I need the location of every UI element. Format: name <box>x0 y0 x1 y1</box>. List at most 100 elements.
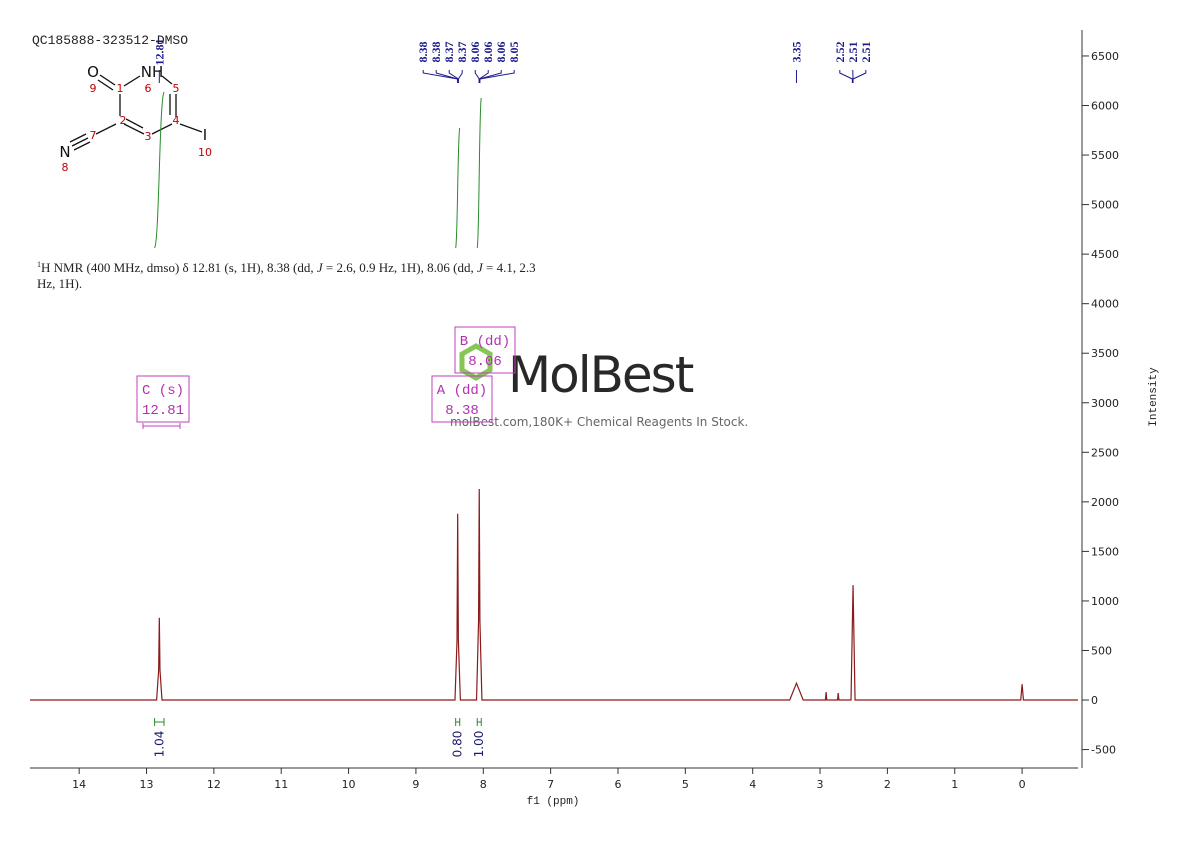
atom-number: 8 <box>62 161 69 174</box>
bond <box>95 123 117 135</box>
y-tick-label: 5000 <box>1091 199 1119 212</box>
y-tick-label: 6000 <box>1091 100 1119 113</box>
y-tick-label: 4500 <box>1091 248 1119 261</box>
x-tick-label: 0 <box>1019 778 1026 791</box>
peak-connector <box>478 70 502 83</box>
x-tick-label: 2 <box>884 778 891 791</box>
x-tick-label: 4 <box>749 778 756 791</box>
description-text: = 2.6, 0.9 Hz, 1H), 8.06 (dd, <box>323 260 477 275</box>
bond <box>99 74 116 86</box>
integral-label: 0.80 <box>451 731 465 758</box>
description-text: J <box>477 260 484 275</box>
bond <box>73 141 91 151</box>
peak-connector <box>479 70 515 83</box>
atom: NH <box>141 63 164 81</box>
bond <box>125 118 144 129</box>
integral-curve <box>154 91 165 249</box>
multiplet-box <box>431 375 493 423</box>
atom-number: 5 <box>173 82 180 95</box>
description-text: = 4.1, 2.3 <box>483 260 536 275</box>
multiplet-shift: 12.81 <box>142 403 184 419</box>
y-tick-label: 0 <box>1091 694 1098 707</box>
watermark-tagline: molBest.com,180K+ Chemical Reagents In S… <box>450 415 748 429</box>
superscript: 1 <box>37 260 41 269</box>
y-tick-label: 2500 <box>1091 446 1119 459</box>
description: 1H NMR (400 MHz, dmso) δ 12.81 (s, 1H), … <box>37 260 536 275</box>
integral-bracket <box>455 718 461 726</box>
watermark-logo <box>459 343 493 381</box>
peak-label: 8.06 <box>481 42 495 63</box>
bond <box>97 79 114 91</box>
peak-label: 8.38 <box>416 42 430 63</box>
x-tick-label: 7 <box>547 778 554 791</box>
peak-label: 12.81 <box>152 39 166 66</box>
x-tick-label: 8 <box>480 778 487 791</box>
peak-label: 8.38 <box>429 42 443 63</box>
peak-connector <box>852 70 867 83</box>
peak-connector <box>474 70 480 83</box>
x-axis-title: f1 (ppm) <box>527 796 580 808</box>
atom: I <box>203 126 207 144</box>
multiplet-box <box>136 375 190 423</box>
description-text: H NMR (400 MHz, dmso) δ 12.81 (s, 1H), 8… <box>41 260 317 275</box>
atom: O <box>87 63 99 81</box>
y-tick-label: 4000 <box>1091 298 1119 311</box>
peak-connector <box>435 70 459 83</box>
bond <box>151 123 173 135</box>
atom-number: 1 <box>117 82 124 95</box>
multiplet-shift: 8.06 <box>468 354 502 370</box>
bond <box>123 123 145 135</box>
bond <box>71 137 89 147</box>
integral-bracket <box>476 718 482 726</box>
atom-number: 10 <box>198 146 212 159</box>
multiplet-name: B (dd) <box>460 334 510 350</box>
multiplet-name: A (dd) <box>437 383 487 399</box>
description-text: J <box>317 260 324 275</box>
atom-number: 2 <box>120 114 127 127</box>
y-tick-label: 1500 <box>1091 545 1119 558</box>
atom-number: 9 <box>90 82 97 95</box>
x-tick-label: 9 <box>412 778 419 791</box>
bond <box>161 75 173 85</box>
peak-connector <box>457 70 463 83</box>
bond <box>123 75 141 87</box>
description-text: Hz, 1H). <box>37 276 82 291</box>
watermark-brand: MolBest <box>508 346 694 404</box>
y-tick-label: 1000 <box>1091 595 1119 608</box>
x-tick-label: 10 <box>342 778 356 791</box>
peak-label: 8.06 <box>494 42 508 63</box>
y-tick-label: 500 <box>1091 644 1112 657</box>
sample-title: QC185888-323512-DMSO <box>32 33 188 48</box>
integral-label: 1.00 <box>472 731 486 758</box>
y-tick-label: -500 <box>1091 744 1116 757</box>
x-tick-label: 1 <box>951 778 958 791</box>
peak-label: 8.37 <box>442 42 456 63</box>
integral-curve <box>455 127 461 249</box>
peak-label: 2.52 <box>833 42 847 63</box>
peak-label: 8.05 <box>507 42 521 63</box>
integral-curve <box>476 97 482 249</box>
x-tick-label: 13 <box>140 778 154 791</box>
atom-number: 4 <box>173 114 180 127</box>
multiplet-name: C (s) <box>142 383 184 399</box>
bond <box>69 133 87 143</box>
y-tick-label: 3000 <box>1091 397 1119 410</box>
atom-number: 3 <box>145 130 152 143</box>
multiplets: C (s) 12.81 B (dd) 8.06 A (dd) 8.38 <box>136 326 516 429</box>
atom: N <box>59 143 70 161</box>
atom-number: 7 <box>90 129 97 142</box>
peak-label: 2.51 <box>859 42 873 63</box>
multiplet-box <box>454 326 516 374</box>
y-tick-label: 5500 <box>1091 149 1119 162</box>
integral-label: 1.04 <box>152 731 166 758</box>
bond <box>179 123 203 133</box>
multiplet-range <box>142 423 181 429</box>
x-tick-label: 11 <box>274 778 288 791</box>
x-tick-label: 12 <box>207 778 221 791</box>
atom-number: 6 <box>145 82 152 95</box>
y-axis-title: Intensity <box>1148 367 1160 427</box>
peak-connector <box>839 70 853 83</box>
y-tick-label: 2000 <box>1091 496 1119 509</box>
peak-label: 2.51 <box>846 42 860 63</box>
